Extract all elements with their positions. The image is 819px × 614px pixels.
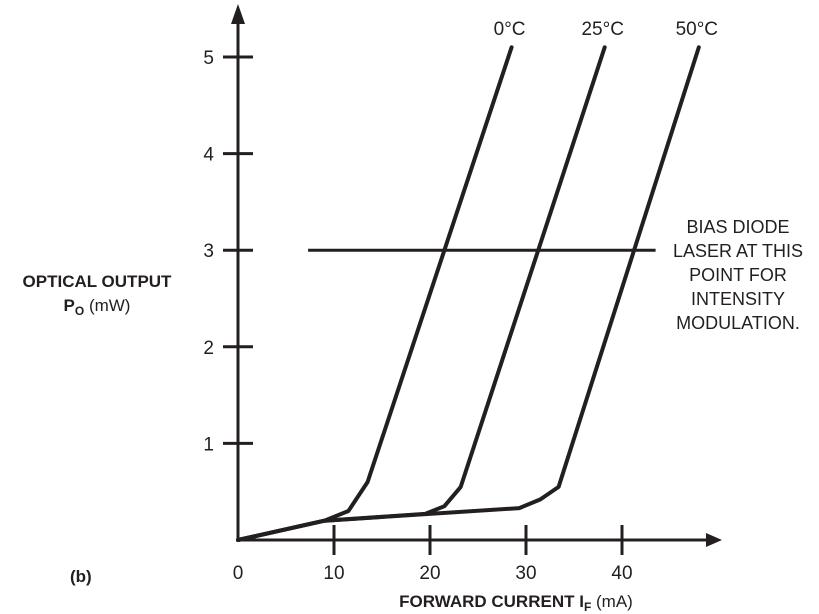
y-tick-label-2: 2 — [203, 338, 214, 359]
x-axis-subscript: F — [583, 600, 592, 614]
y-axis-label: OPTICAL OUTPUT PO (mW) — [0, 270, 194, 319]
x-axis-arrow — [706, 533, 722, 547]
curves — [236, 45, 701, 542]
x-tick-label-10: 10 — [323, 563, 344, 584]
series-line-0 — [236, 45, 514, 542]
y-axis-subscript: O — [74, 304, 85, 318]
axes — [223, 4, 722, 555]
y-tick-label-1: 1 — [203, 434, 214, 455]
x-tick-label-0: 0 — [233, 563, 244, 584]
y-axis-arrow — [231, 4, 245, 24]
y-axis-unit: (mW) — [88, 296, 131, 315]
series-label-1: 25°C — [581, 19, 623, 40]
annotation-line-0: BIAS DIODE — [686, 217, 789, 237]
x-axis-unit: (mA) — [596, 592, 633, 611]
y-tick-label-3: 3 — [203, 241, 214, 262]
annotation-line-3: INTENSITY — [691, 289, 785, 309]
series-label-2: 50°C — [676, 19, 718, 40]
panel-label: (b) — [70, 567, 92, 586]
x-tick-label-30: 30 — [515, 563, 536, 584]
x-axis-label: FORWARD CURRENT IF (mA) — [336, 592, 696, 614]
series-line-2 — [236, 45, 701, 542]
series-label-0: 0°C — [494, 19, 526, 40]
x-axis-title: FORWARD CURRENT I — [399, 592, 584, 611]
y-axis-title: OPTICAL OUTPUT — [22, 272, 172, 291]
x-tick-label-20: 20 — [419, 563, 440, 584]
x-tick-label-40: 40 — [611, 563, 632, 584]
y-tick-label-4: 4 — [203, 145, 214, 166]
y-axis-symbol: P — [63, 296, 75, 315]
annotation-line-1: LASER AT THIS — [673, 241, 803, 261]
y-tick-label-5: 5 — [203, 48, 214, 69]
annotation-line-2: POINT FOR — [689, 265, 787, 285]
chart-labels: 1 2 3 4 5 0 10 20 30 40 0°C 25°C 50°C — [203, 19, 718, 584]
annotation: BIAS DIODE LASER AT THIS POINT FOR INTENSIT… — [673, 217, 803, 333]
annotation-line-4: MODULATION. — [676, 313, 800, 333]
series-line-1 — [236, 45, 607, 542]
